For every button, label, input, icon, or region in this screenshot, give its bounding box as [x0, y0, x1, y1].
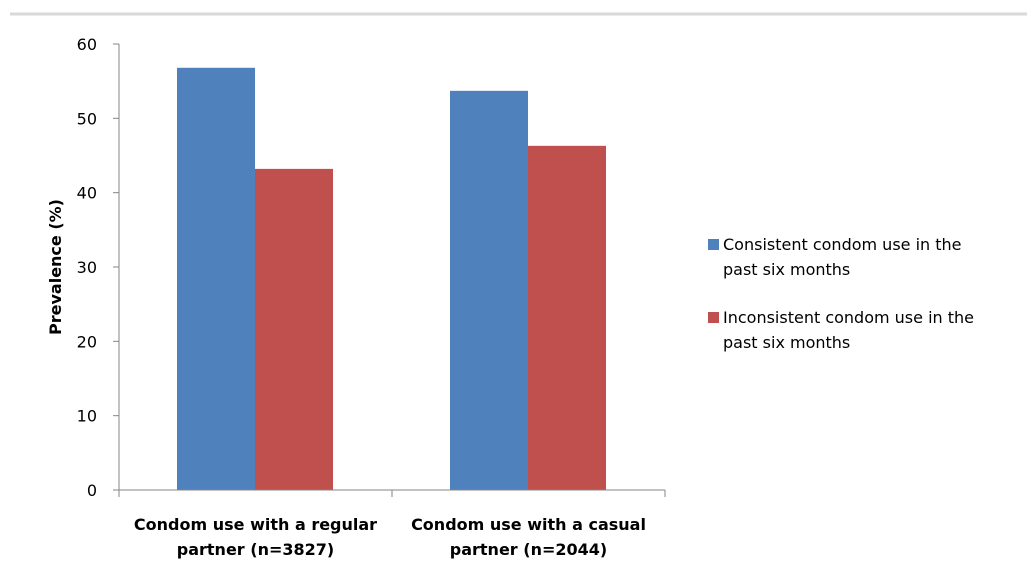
x-category-label-line: Condom use with a casual — [411, 515, 646, 534]
bar-series2-cat2 — [528, 145, 606, 490]
x-category-label-line: partner (n=3827) — [177, 540, 334, 559]
y-tick-label: 0 — [87, 481, 97, 500]
legend-label-series1: Consistent condom use in the past six mon… — [723, 235, 962, 279]
bar-series1-cat1 — [177, 67, 255, 490]
y-tick-label: 50 — [77, 109, 97, 128]
y-tick-label: 20 — [77, 332, 97, 351]
legend-swatch-series1 — [708, 239, 719, 250]
x-category-label-line: Condom use with a regular — [134, 515, 377, 534]
x-category-label: Condom use with a casual partner (n=2044) — [411, 515, 646, 559]
x-category-label-line: partner (n=2044) — [450, 540, 607, 559]
y-axis-title: Prevalence (%) — [46, 199, 65, 335]
legend-label-line: past six months — [723, 260, 850, 279]
y-tick-label: 30 — [77, 258, 97, 277]
legend-label-line: Consistent condom use in the — [723, 235, 962, 254]
legend-swatch-series2 — [708, 312, 719, 323]
y-tick-label: 10 — [77, 407, 97, 426]
legend-label-line: past six months — [723, 333, 850, 352]
x-category-label: Condom use with a regular partner (n=3827… — [134, 515, 377, 559]
bar-series1-cat2 — [450, 90, 528, 490]
y-tick-label: 60 — [77, 35, 97, 54]
legend-label-line: Inconsistent condom use in the — [723, 308, 974, 327]
bar-series2-cat1 — [255, 168, 333, 490]
y-tick-label: 40 — [77, 184, 97, 203]
legend-label-series2: Inconsistent condom use in the past six m… — [723, 308, 974, 352]
